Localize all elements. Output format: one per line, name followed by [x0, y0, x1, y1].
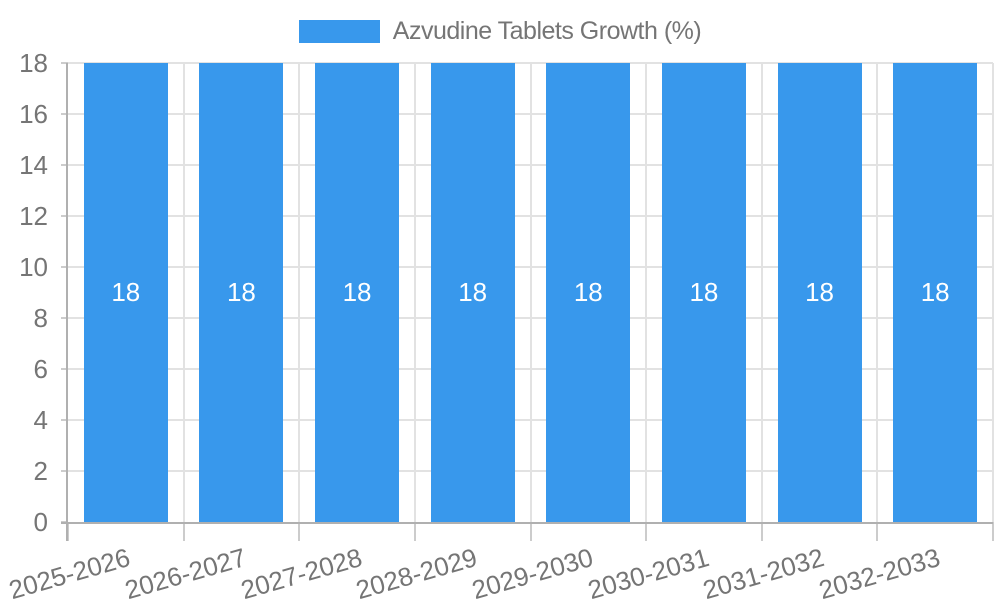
y-axis-tick-label: 10: [19, 252, 48, 282]
bar[interactable]: 18: [661, 63, 746, 522]
x-axis-tick-label: 2032-2033: [815, 542, 944, 600]
bar-value-label: 18: [573, 277, 603, 307]
y-axis-tick-label: 6: [33, 354, 48, 384]
bar-value-label: 18: [458, 277, 488, 307]
x-gridline: [760, 63, 763, 522]
y-axis-tick-label: 4: [33, 405, 48, 435]
x-axis-tick-label: 2029-2030: [468, 542, 597, 600]
bar[interactable]: 18: [777, 63, 862, 522]
x-gridline: [298, 63, 301, 522]
x-axis-tick: [876, 522, 879, 541]
x-axis-tick: [992, 522, 994, 541]
y-axis-tick-label: 14: [19, 150, 48, 180]
y-axis-tick: [61, 266, 68, 268]
x-axis-tick: [529, 522, 532, 541]
y-axis-tick: [61, 317, 68, 319]
x-axis-tick-label: 2028-2029: [352, 542, 481, 600]
x-axis-tick: [298, 522, 301, 541]
y-axis-tick: [61, 164, 68, 166]
x-gridline: [876, 63, 879, 522]
bar-value-label: 18: [342, 277, 372, 307]
x-axis-tick-label: 2027-2028: [237, 542, 366, 600]
x-gridline: [992, 63, 994, 522]
x-axis-line: [61, 522, 993, 524]
y-axis-tick-label: 18: [19, 48, 48, 78]
bar-value-label: 18: [805, 277, 835, 307]
x-axis-tick-label: 2025-2026: [6, 542, 134, 600]
y-axis-tick-label: 2: [33, 456, 48, 486]
x-gridline: [413, 63, 416, 522]
y-axis-tick-label: 12: [19, 201, 48, 231]
y-axis-tick: [61, 62, 68, 64]
x-axis-tick: [413, 522, 416, 541]
bar-value-label: 18: [226, 277, 256, 307]
x-axis-tick: [182, 522, 185, 541]
bar[interactable]: 18: [893, 63, 978, 522]
x-axis-tick: [645, 522, 648, 541]
legend-label: Azvudine Tablets Growth (%): [392, 16, 702, 45]
bar-value-label: 18: [689, 277, 719, 307]
x-axis-tick: [760, 522, 763, 541]
y-axis-tick-label: 16: [19, 99, 48, 129]
bar-value-label: 18: [111, 277, 141, 307]
bar[interactable]: 18: [430, 63, 515, 522]
x-axis-tick-label: 2026-2027: [121, 542, 250, 600]
legend-swatch-icon: [298, 19, 380, 43]
bar[interactable]: 18: [83, 63, 168, 522]
x-axis-tick-label: 2030-2031: [584, 542, 712, 600]
y-axis-tick: [61, 368, 68, 370]
x-gridline: [529, 63, 532, 522]
legend[interactable]: Azvudine Tablets Growth (%): [0, 14, 1000, 48]
y-axis-tick-label: 8: [33, 303, 48, 333]
bar[interactable]: 18: [546, 63, 631, 522]
y-axis-tick: [61, 113, 68, 115]
y-axis-tick: [61, 419, 68, 421]
bar[interactable]: 18: [315, 63, 400, 522]
x-gridline: [645, 63, 648, 522]
bar-value-label: 18: [920, 277, 950, 307]
x-axis-tick-label: 2031-2032: [699, 542, 828, 600]
bar[interactable]: 18: [199, 63, 284, 522]
x-gridline: [182, 63, 185, 522]
y-axis-tick: [61, 470, 68, 472]
x-axis-tick: [67, 522, 69, 541]
y-axis-tick: [61, 215, 68, 217]
y-axis-tick-label: 0: [33, 507, 48, 537]
y-axis-line: [66, 63, 68, 541]
